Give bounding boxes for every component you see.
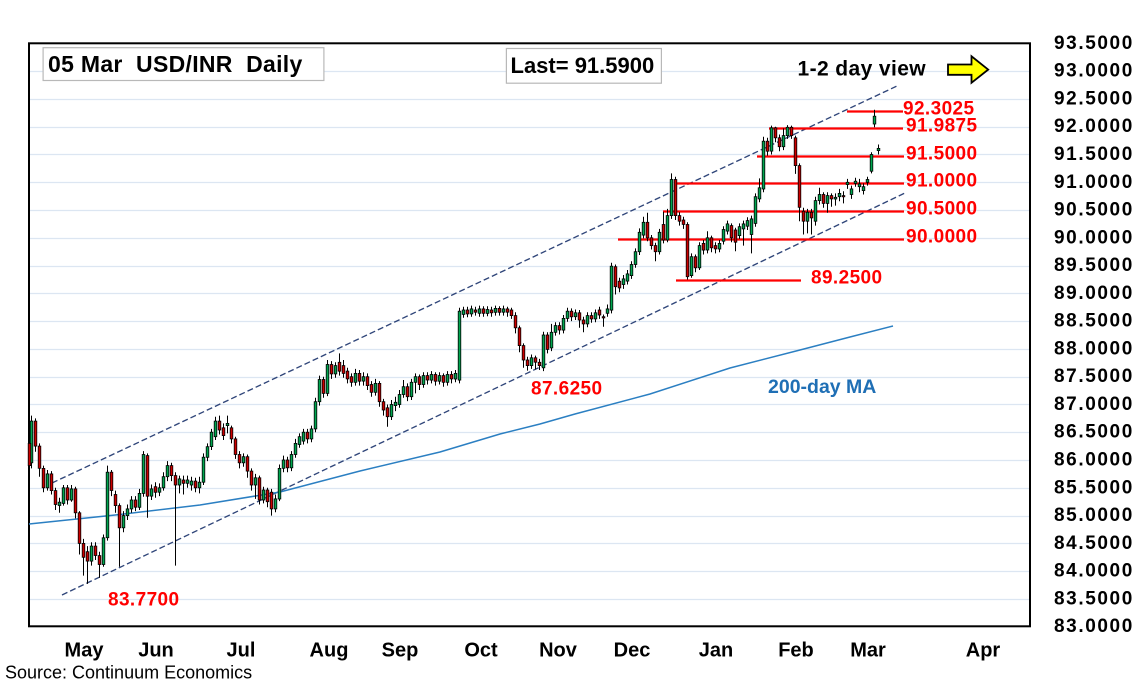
svg-text:83.7700: 83.7700 <box>108 590 179 611</box>
svg-text:83.0000: 83.0000 <box>1054 616 1134 637</box>
svg-text:83.5000: 83.5000 <box>1054 588 1134 609</box>
svg-text:Oct: Oct <box>464 640 498 662</box>
svg-text:05 Mar USD/INR Daily: 05 Mar USD/INR Daily <box>48 51 303 77</box>
svg-text:87.5000: 87.5000 <box>1054 366 1134 387</box>
svg-text:Sep: Sep <box>382 640 419 662</box>
svg-text:90.0000: 90.0000 <box>1054 227 1134 248</box>
svg-text:92.0000: 92.0000 <box>1054 116 1134 137</box>
svg-text:87.0000: 87.0000 <box>1054 394 1134 415</box>
svg-text:91.5000: 91.5000 <box>906 144 977 165</box>
svg-text:Mar: Mar <box>850 640 886 662</box>
svg-text:87.6250: 87.6250 <box>531 379 602 400</box>
svg-text:Jan: Jan <box>699 640 733 662</box>
svg-text:Last= 91.5900: Last= 91.5900 <box>511 53 655 78</box>
svg-text:86.0000: 86.0000 <box>1054 450 1134 471</box>
svg-text:90.5000: 90.5000 <box>1054 200 1134 221</box>
svg-text:84.0000: 84.0000 <box>1054 561 1134 582</box>
svg-text:85.5000: 85.5000 <box>1054 477 1134 498</box>
svg-text:84.5000: 84.5000 <box>1054 533 1134 554</box>
svg-text:Source: Continuum Economics: Source: Continuum Economics <box>5 663 252 681</box>
svg-text:90.5000: 90.5000 <box>906 199 977 220</box>
svg-text:May: May <box>65 640 105 662</box>
svg-text:86.5000: 86.5000 <box>1054 422 1134 443</box>
svg-text:91.0000: 91.0000 <box>906 171 977 192</box>
svg-text:91.0000: 91.0000 <box>1054 172 1134 193</box>
svg-text:89.2500: 89.2500 <box>811 268 882 289</box>
svg-text:93.5000: 93.5000 <box>1054 33 1134 54</box>
svg-text:91.9875: 91.9875 <box>906 116 978 137</box>
svg-text:88.0000: 88.0000 <box>1054 338 1134 359</box>
svg-text:89.5000: 89.5000 <box>1054 255 1134 276</box>
svg-text:88.5000: 88.5000 <box>1054 311 1134 332</box>
svg-text:91.5000: 91.5000 <box>1054 144 1134 165</box>
svg-text:Jul: Jul <box>227 640 256 662</box>
svg-text:Dec: Dec <box>614 640 651 662</box>
svg-text:92.5000: 92.5000 <box>1054 88 1134 109</box>
svg-text:Apr: Apr <box>966 640 1001 662</box>
svg-text:85.0000: 85.0000 <box>1054 505 1134 526</box>
svg-text:Nov: Nov <box>539 640 578 662</box>
svg-text:200-day MA: 200-day MA <box>768 376 876 398</box>
svg-text:89.0000: 89.0000 <box>1054 283 1134 304</box>
svg-text:Feb: Feb <box>778 640 814 662</box>
svg-text:90.0000: 90.0000 <box>906 227 977 248</box>
svg-text:Aug: Aug <box>310 640 349 662</box>
svg-text:92.3025: 92.3025 <box>903 99 975 120</box>
svg-text:Jun: Jun <box>138 640 174 662</box>
svg-text:93.0000: 93.0000 <box>1054 61 1134 82</box>
svg-text:1-2 day view: 1-2 day view <box>798 58 927 81</box>
